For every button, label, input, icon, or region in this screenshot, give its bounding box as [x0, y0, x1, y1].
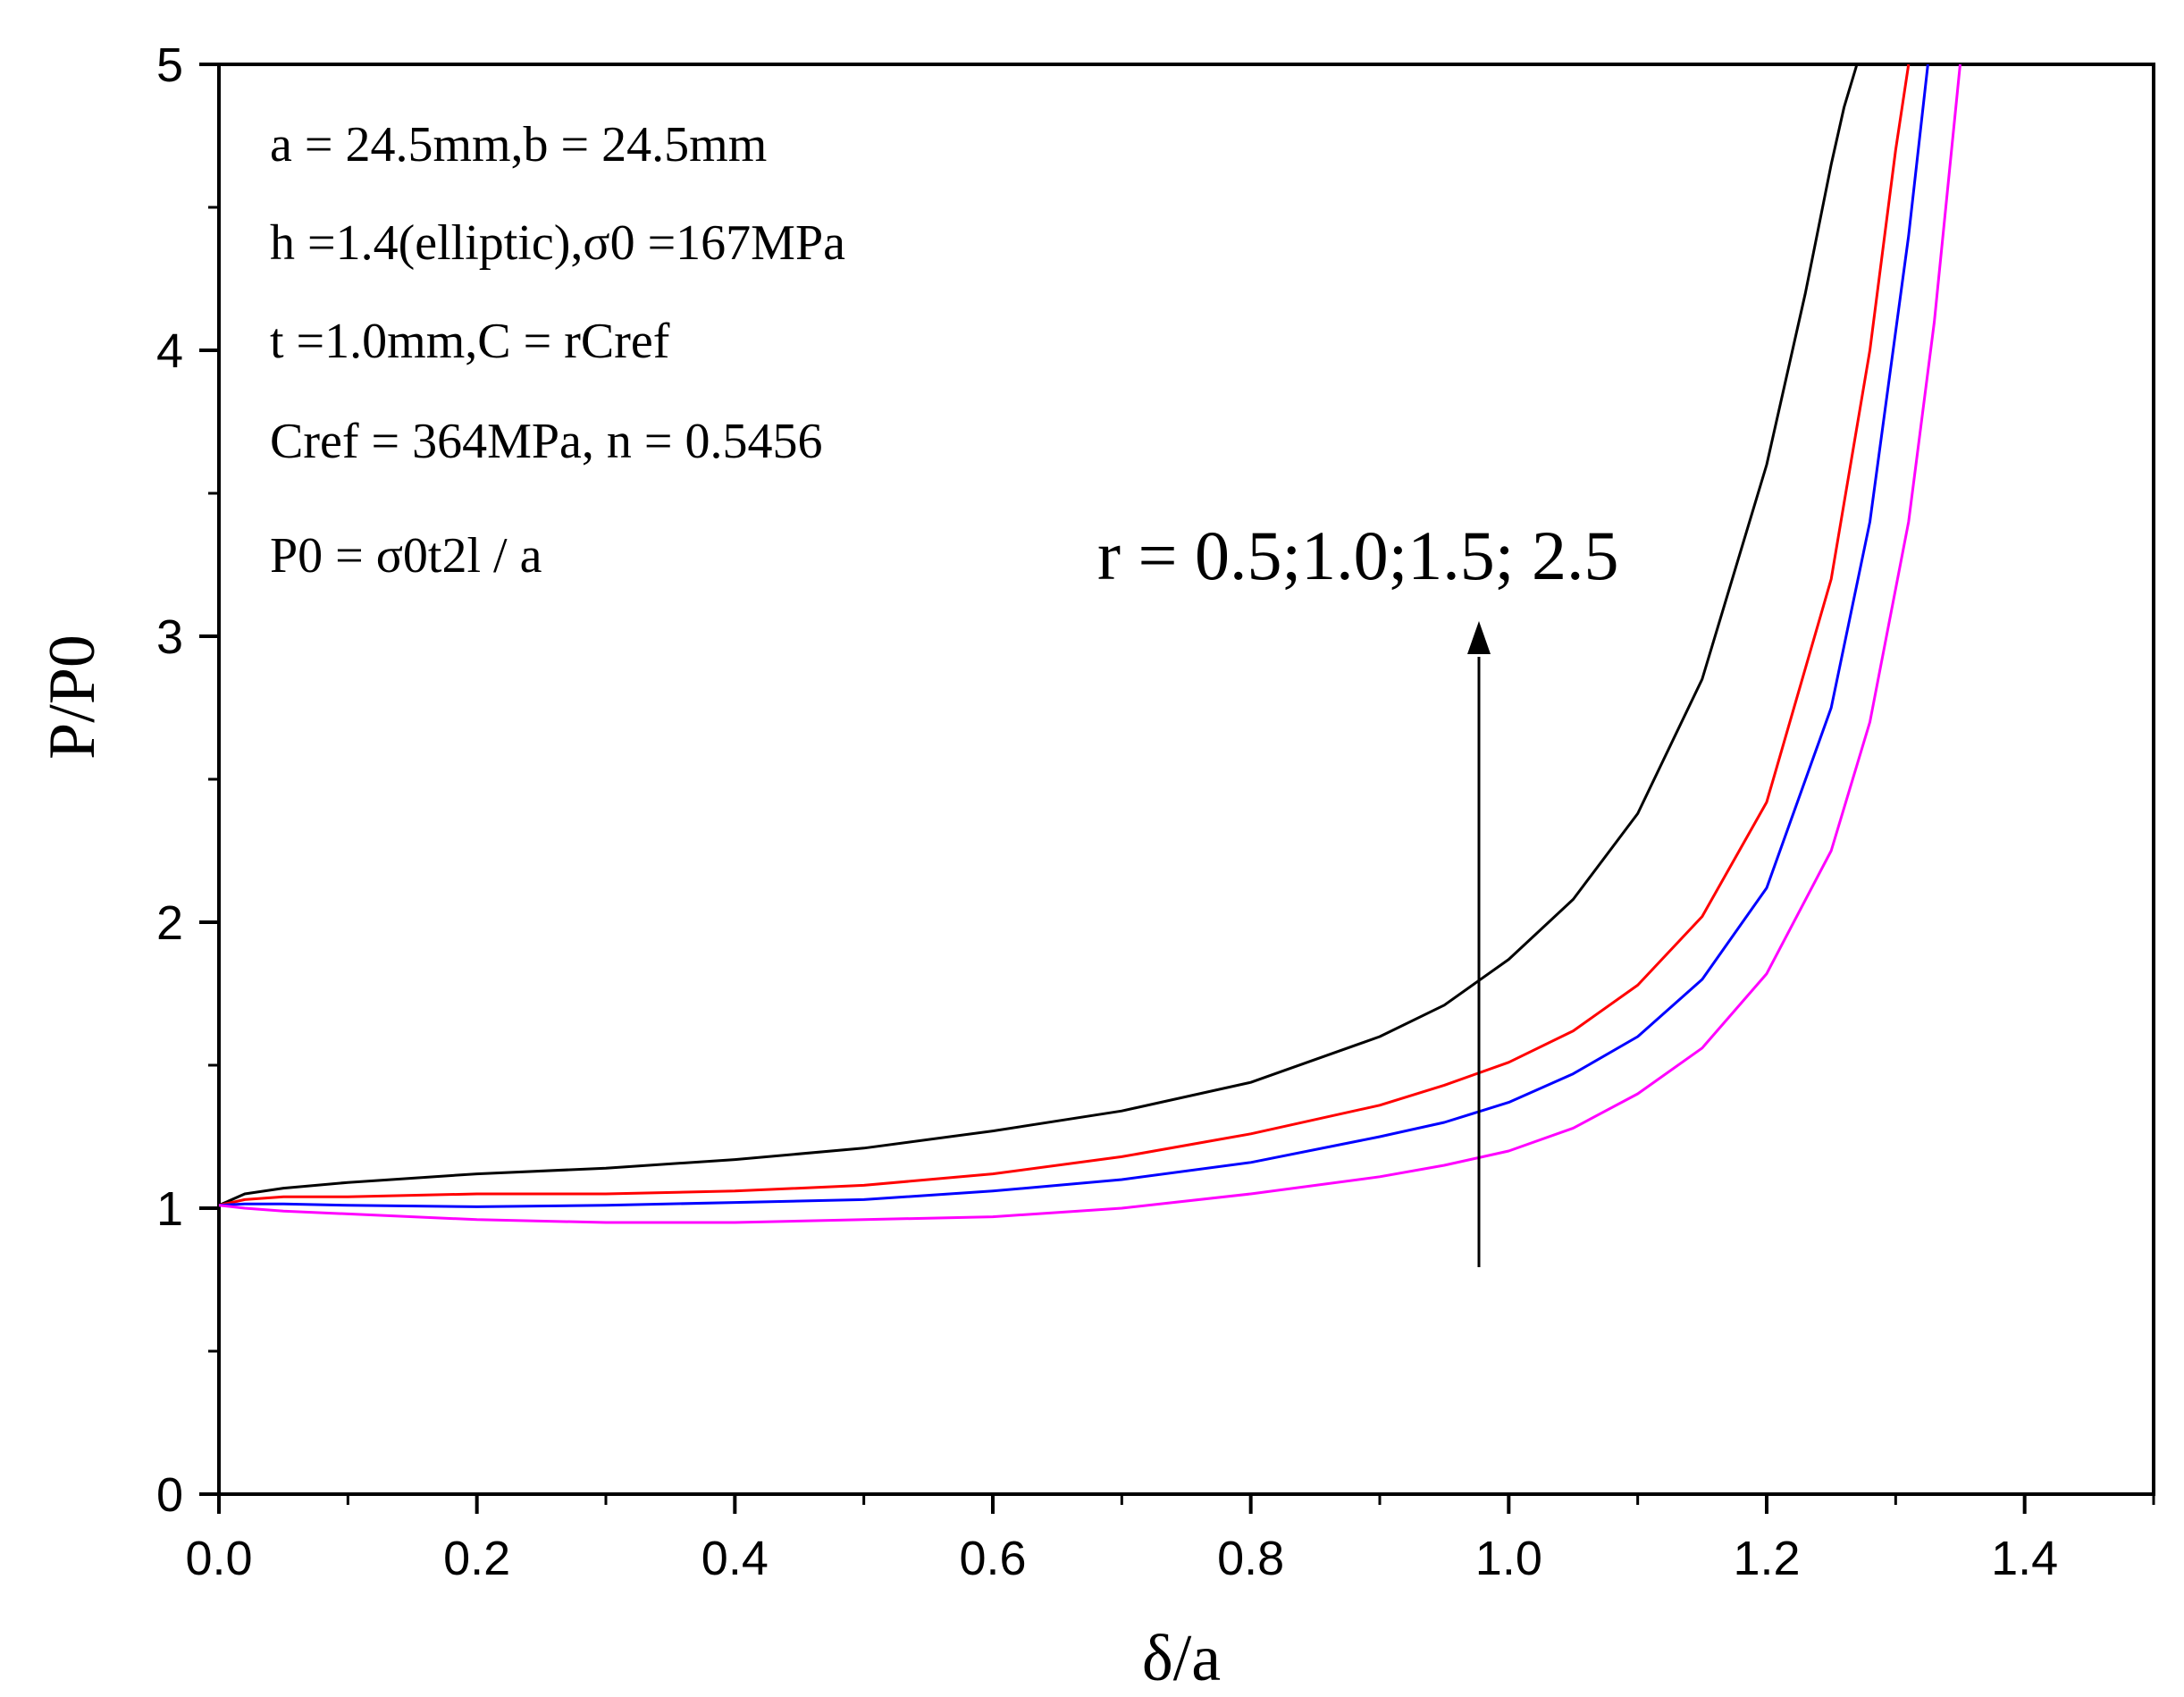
series-line-1 — [218, 63, 1859, 1207]
y-axis-label: P/P0 — [36, 634, 109, 760]
series-line-3 — [218, 63, 1929, 1208]
series-line-2 — [218, 63, 1911, 1207]
series-line-4 — [218, 63, 1961, 1224]
x-tick-label: 0.6 — [959, 1532, 1026, 1585]
x-tick-label: 0.8 — [1217, 1532, 1284, 1585]
annotation-layer: a = 24.5mm,b = 24.5mm h =1.4(elliptic),σ… — [270, 117, 1618, 1267]
annotation-line-4: Cref = 364MPa, n = 0.5456 — [270, 414, 822, 469]
y-tick-label: 0 — [156, 1468, 183, 1522]
series-layer — [218, 63, 1961, 1224]
axis-labels: δ/a P/P0 — [36, 634, 1221, 1695]
annotation-line-3: t =1.0mm,C = rCref — [270, 314, 670, 369]
trend-arrow-head — [1467, 621, 1491, 654]
y-tick-label: 2 — [156, 896, 183, 950]
y-tick-label: 4 — [156, 324, 183, 378]
x-tick-label: 1.0 — [1475, 1532, 1542, 1585]
x-tick-label: 0.2 — [443, 1532, 510, 1585]
plot-frame — [217, 63, 2155, 1496]
arrow-label: r = 0.5;1.0;1.5; 2.5 — [1097, 517, 1618, 594]
y-tick-label: 1 — [156, 1182, 183, 1236]
x-axis-label: δ/a — [1142, 1622, 1221, 1695]
annotation-line-2: h =1.4(elliptic),σ0 =167MPa — [270, 215, 845, 271]
x-tick-label: 1.2 — [1733, 1532, 1800, 1585]
annotation-line-1: a = 24.5mm,b = 24.5mm — [270, 117, 767, 172]
x-tick-label: 0.4 — [701, 1532, 769, 1585]
x-tick-label: 0.0 — [185, 1532, 252, 1585]
y-tick-label: 5 — [156, 38, 183, 92]
annotation-line-5: P0 = σ0t2l / a — [270, 528, 542, 584]
x-tick-label: 1.4 — [1991, 1532, 2058, 1585]
axes-layer: 0.0 0.2 0.4 0.6 0.8 1.0 1.2 1.4 0 1 2 3 4 5 — [156, 38, 2155, 1585]
y-tick-label: 3 — [156, 610, 183, 664]
